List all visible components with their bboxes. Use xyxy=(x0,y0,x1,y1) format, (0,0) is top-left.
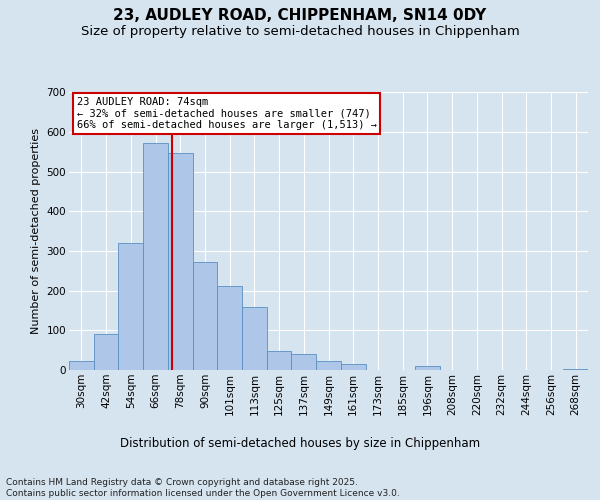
Text: Contains HM Land Registry data © Crown copyright and database right 2025.
Contai: Contains HM Land Registry data © Crown c… xyxy=(6,478,400,498)
Bar xyxy=(118,243,143,370)
Bar xyxy=(341,364,365,370)
Bar xyxy=(94,334,118,370)
Bar xyxy=(563,369,588,370)
Text: 23, AUDLEY ROAD, CHIPPENHAM, SN14 0DY: 23, AUDLEY ROAD, CHIPPENHAM, SN14 0DY xyxy=(113,8,487,22)
Bar xyxy=(415,366,440,370)
Bar xyxy=(292,354,316,370)
Bar xyxy=(242,308,267,370)
Bar xyxy=(69,362,94,370)
Bar xyxy=(316,362,341,370)
Bar xyxy=(143,143,168,370)
Y-axis label: Number of semi-detached properties: Number of semi-detached properties xyxy=(31,128,41,334)
Text: Distribution of semi-detached houses by size in Chippenham: Distribution of semi-detached houses by … xyxy=(120,438,480,450)
Bar xyxy=(217,286,242,370)
Text: 23 AUDLEY ROAD: 74sqm
← 32% of semi-detached houses are smaller (747)
66% of sem: 23 AUDLEY ROAD: 74sqm ← 32% of semi-deta… xyxy=(77,96,377,130)
Bar xyxy=(168,153,193,370)
Bar xyxy=(267,351,292,370)
Text: Size of property relative to semi-detached houses in Chippenham: Size of property relative to semi-detach… xyxy=(80,25,520,38)
Bar xyxy=(193,262,217,370)
